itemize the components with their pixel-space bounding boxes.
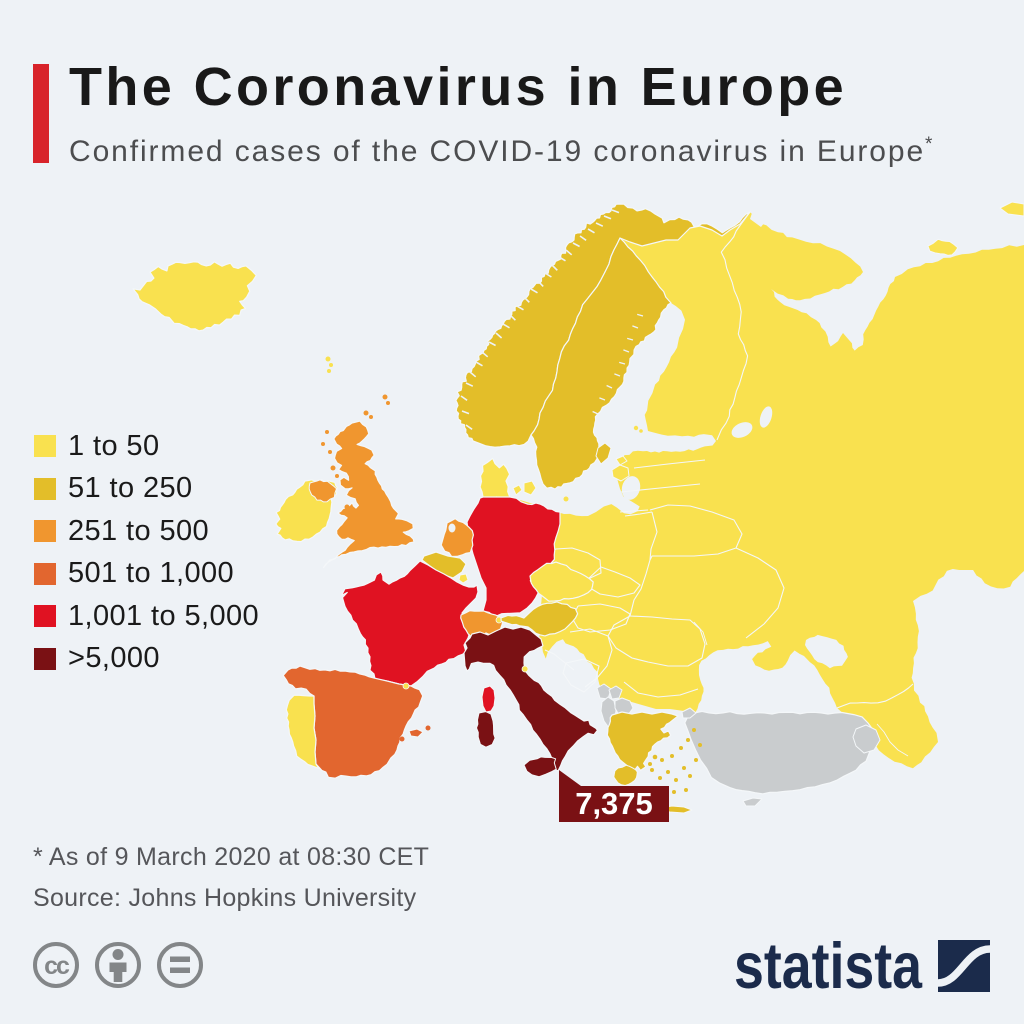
svg-text:statista: statista (734, 933, 923, 993)
svg-text:7,375: 7,375 (575, 786, 653, 821)
svg-text:cc: cc (44, 952, 70, 980)
